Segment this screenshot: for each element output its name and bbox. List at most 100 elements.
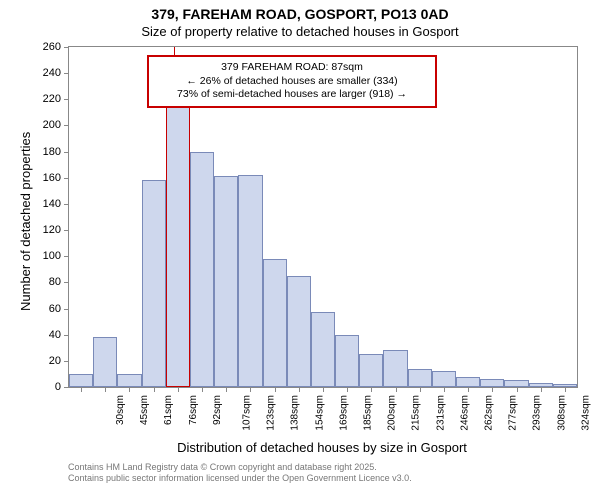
ytick-line xyxy=(64,335,69,336)
ytick-label: 20 xyxy=(49,355,61,367)
footer-line1: Contains HM Land Registry data © Crown c… xyxy=(68,462,412,473)
histogram-bar xyxy=(238,175,262,387)
xtick-label: 123sqm xyxy=(266,395,277,431)
ytick-line xyxy=(64,178,69,179)
xtick-line xyxy=(299,387,300,392)
xtick-line xyxy=(420,387,421,392)
histogram-bar xyxy=(383,350,407,387)
chart-title-line2: Size of property relative to detached ho… xyxy=(0,22,600,39)
footer-attribution: Contains HM Land Registry data © Crown c… xyxy=(68,462,412,485)
xtick-line xyxy=(226,387,227,392)
ytick-label: 180 xyxy=(43,146,61,158)
xtick-label: 215sqm xyxy=(411,395,422,431)
ytick-line xyxy=(64,230,69,231)
xtick-line xyxy=(81,387,82,392)
ytick-line xyxy=(64,47,69,48)
xtick-line xyxy=(565,387,566,392)
footer-line2: Contains public sector information licen… xyxy=(68,473,412,484)
ytick-line xyxy=(64,256,69,257)
x-axis-label: Distribution of detached houses by size … xyxy=(68,440,576,455)
xtick-label: 185sqm xyxy=(363,395,374,431)
ytick-label: 100 xyxy=(43,250,61,262)
xtick-label: 30sqm xyxy=(115,395,126,425)
xtick-line xyxy=(250,387,251,392)
xtick-label: 293sqm xyxy=(532,395,543,431)
ytick-label: 260 xyxy=(43,41,61,53)
histogram-bar xyxy=(311,312,335,387)
xtick-line xyxy=(541,387,542,392)
xtick-line xyxy=(468,387,469,392)
histogram-bar xyxy=(335,335,359,387)
xtick-label: 61sqm xyxy=(163,395,174,425)
histogram-bar xyxy=(69,374,93,387)
xtick-line xyxy=(444,387,445,392)
histogram-bar xyxy=(190,152,214,387)
xtick-label: 76sqm xyxy=(188,395,199,425)
histogram-bar xyxy=(263,259,287,387)
ytick-label: 140 xyxy=(43,198,61,210)
histogram-bar xyxy=(408,369,432,387)
xtick-line xyxy=(517,387,518,392)
ytick-label: 40 xyxy=(49,329,61,341)
histogram-bar xyxy=(432,371,456,387)
xtick-line xyxy=(202,387,203,392)
histogram-bar xyxy=(287,276,311,387)
ytick-line xyxy=(64,282,69,283)
ytick-line xyxy=(64,73,69,74)
chart-title-line1: 379, FAREHAM ROAD, GOSPORT, PO13 0AD xyxy=(0,0,600,22)
xtick-label: 200sqm xyxy=(387,395,398,431)
callout-line3: 73% of semi-detached houses are larger (… xyxy=(157,88,427,102)
xtick-line xyxy=(129,387,130,392)
y-axis-label: Number of detached properties xyxy=(18,132,33,311)
ytick-line xyxy=(64,125,69,126)
xtick-label: 308sqm xyxy=(556,395,567,431)
xtick-label: 92sqm xyxy=(212,395,223,425)
ytick-line xyxy=(64,204,69,205)
histogram-bar xyxy=(359,354,383,387)
xtick-label: 277sqm xyxy=(508,395,519,431)
ytick-label: 120 xyxy=(43,224,61,236)
histogram-bar xyxy=(117,374,141,387)
xtick-line xyxy=(492,387,493,392)
xtick-line xyxy=(347,387,348,392)
chart-container: { "title_line1": "379, FAREHAM ROAD, GOS… xyxy=(0,0,600,500)
callout-box: 379 FAREHAM ROAD: 87sqm← 26% of detached… xyxy=(147,55,437,108)
xtick-label: 169sqm xyxy=(338,395,349,431)
ytick-label: 60 xyxy=(49,303,61,315)
histogram-bar xyxy=(142,180,166,387)
callout-line2: ← 26% of detached houses are smaller (33… xyxy=(157,75,427,89)
xtick-line xyxy=(275,387,276,392)
xtick-line xyxy=(105,387,106,392)
xtick-line xyxy=(323,387,324,392)
xtick-label: 246sqm xyxy=(459,395,470,431)
xtick-line xyxy=(154,387,155,392)
xtick-label: 107sqm xyxy=(242,395,253,431)
xtick-line xyxy=(396,387,397,392)
histogram-bar xyxy=(214,176,238,387)
ytick-label: 0 xyxy=(55,381,61,393)
ytick-label: 240 xyxy=(43,67,61,79)
xtick-label: 154sqm xyxy=(314,395,325,431)
histogram-bar xyxy=(93,337,117,387)
xtick-label: 262sqm xyxy=(484,395,495,431)
ytick-line xyxy=(64,152,69,153)
histogram-bar xyxy=(480,379,504,387)
ytick-label: 160 xyxy=(43,172,61,184)
histogram-bar xyxy=(456,377,480,387)
ytick-line xyxy=(64,99,69,100)
callout-line1: 379 FAREHAM ROAD: 87sqm xyxy=(157,61,427,75)
ytick-line xyxy=(64,387,69,388)
xtick-line xyxy=(371,387,372,392)
ytick-label: 220 xyxy=(43,93,61,105)
ytick-line xyxy=(64,309,69,310)
ytick-label: 200 xyxy=(43,119,61,131)
histogram-bar-highlighted xyxy=(166,103,190,387)
xtick-label: 324sqm xyxy=(580,395,591,431)
xtick-line xyxy=(178,387,179,392)
ytick-label: 80 xyxy=(49,276,61,288)
ytick-line xyxy=(64,361,69,362)
xtick-label: 138sqm xyxy=(290,395,301,431)
xtick-label: 231sqm xyxy=(435,395,446,431)
xtick-label: 45sqm xyxy=(139,395,150,425)
plot-area: 02040608010012014016018020022024026030sq… xyxy=(68,46,578,388)
